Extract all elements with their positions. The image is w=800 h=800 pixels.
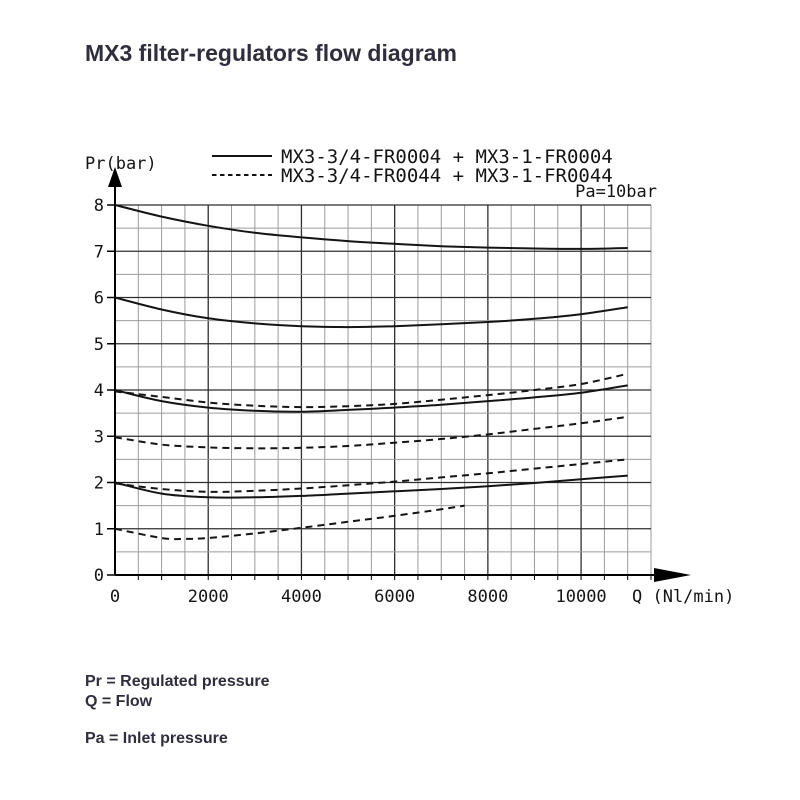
x-tick-label: 4000 xyxy=(281,587,322,607)
curve-fr0044-set-4-bar xyxy=(114,372,628,409)
x-tick-label: 0 xyxy=(110,587,120,607)
legend-label-fr0044: MX3-3/4-FR0044 + MX3-1-FR0044 xyxy=(281,165,613,187)
y-tick-label: 0 xyxy=(94,566,104,586)
footnote-pr: Pr = Regulated pressure xyxy=(85,673,270,690)
y-axis-title: Pr(bar) xyxy=(85,154,157,174)
y-tick-label: 6 xyxy=(94,289,104,309)
x-tick-label: 6000 xyxy=(374,587,415,607)
flow-diagram-chart: 0 2000 4000 6000 8000 10000 0 1 2 3 4 5 6 7 8 Pr(bar) … xyxy=(85,146,734,607)
y-tick-label: 3 xyxy=(94,427,104,447)
x-axis-title: Q (Nl/min) xyxy=(632,587,734,607)
x-tick-label: 8000 xyxy=(467,587,508,607)
axes: 0 2000 4000 6000 8000 10000 0 1 2 3 4 5 6 7 8 xyxy=(94,167,691,607)
curve-fr0044-set-1-bar xyxy=(114,504,465,541)
x-tick-label: 2000 xyxy=(188,587,229,607)
inlet-pressure-annotation: Pa=10bar xyxy=(575,182,657,202)
y-tick-label: 1 xyxy=(94,520,104,540)
curve-fr0004-set-6-bar xyxy=(114,296,628,329)
legend-label-fr0004: MX3-3/4-FR0004 + MX3-1-FR0004 xyxy=(281,146,613,168)
x-tick-label: 10000 xyxy=(555,587,606,607)
page-title: MX3 filter-regulators flow diagram xyxy=(85,40,457,66)
y-tick-label: 5 xyxy=(94,335,104,355)
y-tick-label: 7 xyxy=(94,242,104,262)
footnote-pa: Pa = Inlet pressure xyxy=(85,730,228,747)
grid-lines xyxy=(115,204,652,575)
footnotes: Pr = Regulated pressure Q = Flow Pa = In… xyxy=(85,672,270,749)
curve-fr0044-set-2-bar xyxy=(114,458,628,493)
flow-curves xyxy=(114,204,628,541)
footnote-q: Q = Flow xyxy=(85,693,153,710)
curve-fr0004-set-4-bar xyxy=(114,384,628,413)
y-tick-label: 4 xyxy=(94,381,104,401)
legend: MX3-3/4-FR0004 + MX3-1-FR0004 MX3-3/4-FR… xyxy=(212,146,613,187)
y-tick-label: 8 xyxy=(94,196,104,216)
y-tick-label: 2 xyxy=(94,474,104,494)
curve-fr0004-set-2-bar xyxy=(114,474,628,499)
curve-fr0004-set-8-bar xyxy=(114,204,628,250)
curve-fr0044-set-3-bar xyxy=(114,415,628,450)
